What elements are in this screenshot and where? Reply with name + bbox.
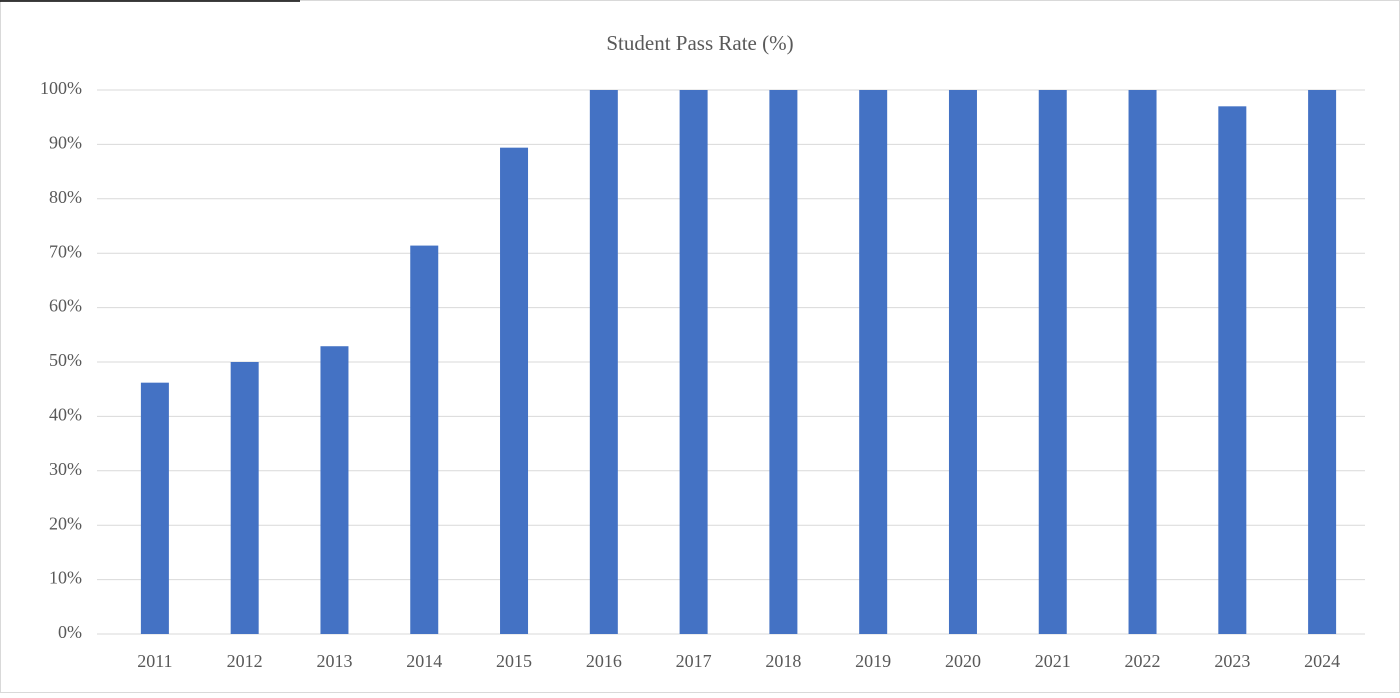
x-tick-label: 2014 (406, 651, 442, 671)
chart-title: Student Pass Rate (%) (606, 31, 793, 55)
bar (1128, 90, 1157, 634)
x-tick-label: 2013 (316, 651, 352, 671)
y-tick-label: 0% (58, 622, 82, 642)
bar (1308, 90, 1337, 634)
y-tick-label: 80% (49, 187, 82, 207)
bar (1038, 90, 1067, 634)
y-tick-label: 40% (49, 405, 82, 425)
y-tick-label: 50% (49, 350, 82, 370)
bar (320, 346, 349, 634)
x-tick-label: 2016 (586, 651, 622, 671)
x-tick-label: 2019 (855, 651, 891, 671)
y-tick-label: 90% (49, 133, 82, 153)
bar (230, 362, 259, 634)
bar (679, 90, 708, 634)
x-tick-label: 2017 (676, 651, 712, 671)
x-tick-label: 2018 (765, 651, 801, 671)
x-tick-label: 2021 (1035, 651, 1071, 671)
y-tick-label: 100% (40, 78, 82, 98)
bar (1218, 106, 1247, 634)
x-tick-label: 2020 (945, 651, 981, 671)
x-tick-label: 2023 (1214, 651, 1250, 671)
x-tick-label: 2015 (496, 651, 532, 671)
y-tick-label: 30% (49, 459, 82, 479)
y-tick-label: 60% (49, 296, 82, 316)
x-tick-label: 2012 (227, 651, 263, 671)
bar (410, 245, 439, 635)
bar (589, 90, 618, 634)
x-tick-label: 2011 (137, 651, 172, 671)
y-tick-label: 10% (49, 568, 82, 588)
y-tick-label: 20% (49, 513, 82, 533)
x-tick-label: 2022 (1125, 651, 1161, 671)
bar (500, 147, 529, 634)
bar (859, 90, 888, 634)
y-tick-label: 70% (49, 241, 82, 261)
bar (140, 382, 169, 634)
bar (948, 90, 977, 634)
x-tick-label: 2024 (1304, 651, 1340, 671)
bar (769, 90, 798, 634)
